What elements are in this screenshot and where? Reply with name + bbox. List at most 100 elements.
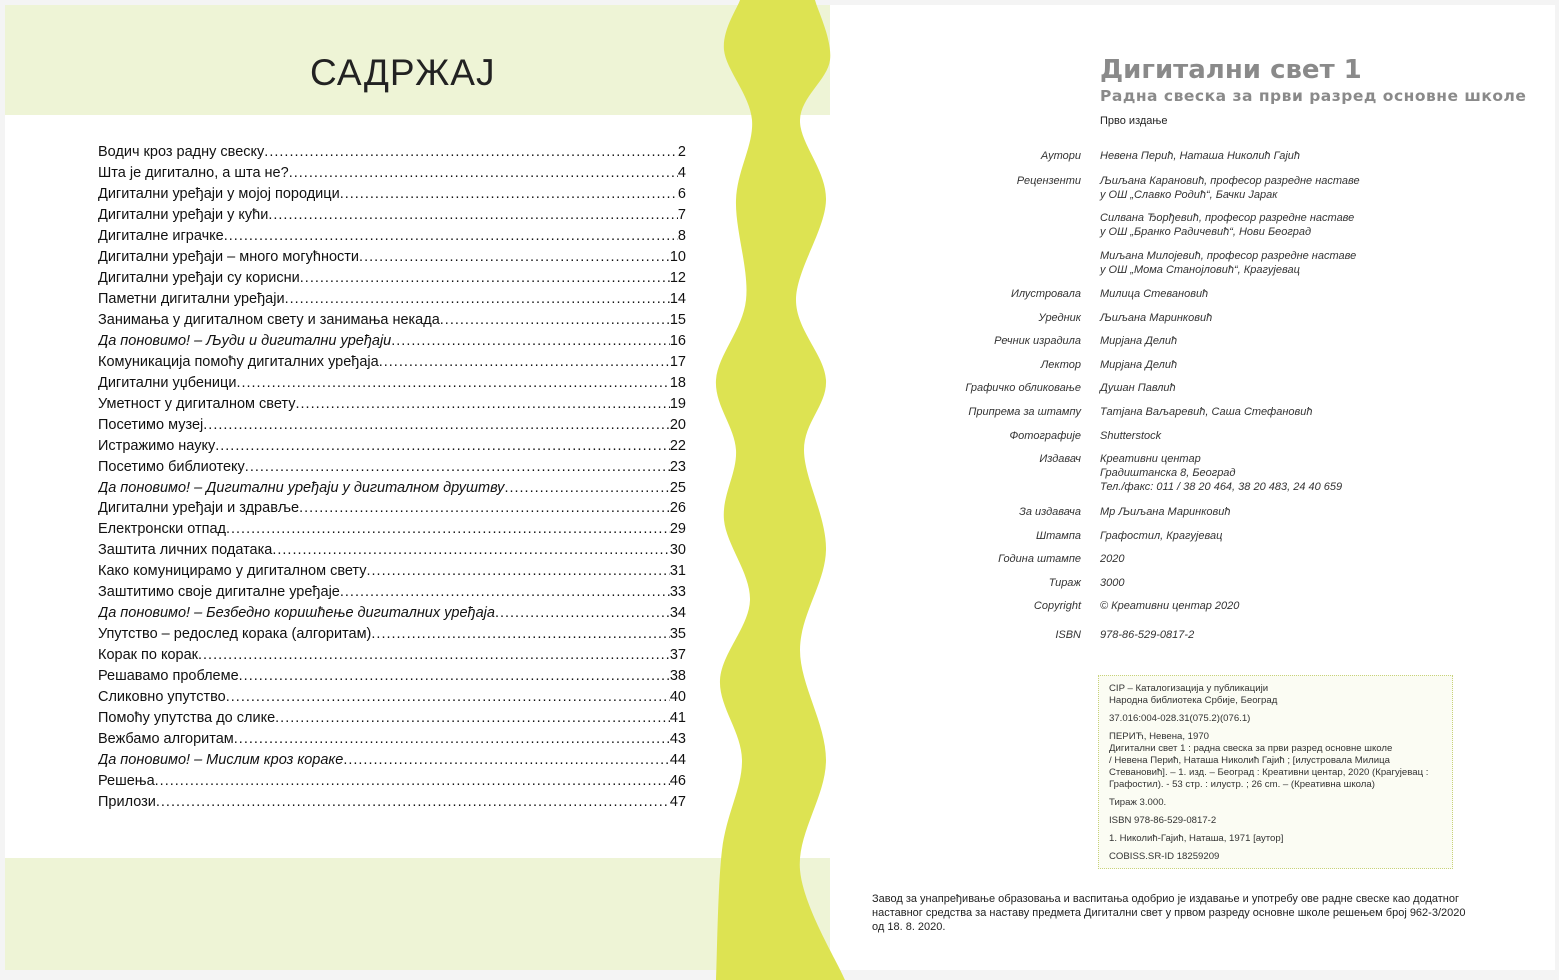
toc-item-page: 18	[669, 374, 686, 391]
toc-item: Прилози 47	[98, 792, 686, 813]
toc-leader-dots	[295, 394, 669, 415]
toc-item-title: Вежбамо алгоритам	[98, 731, 234, 748]
toc-item-title: Да поновимо! – Безбедно коришћење дигита…	[98, 605, 495, 622]
toc-item-title: Да поновимо! – Људи и дигитални уређаји	[98, 332, 392, 349]
toc-item-title: Уметност у дигиталном свету	[98, 395, 296, 412]
toc-item-page: 17	[669, 353, 686, 370]
toc-item-title: Дигитални уређаји у мојој породици	[98, 185, 340, 202]
toc-item-page: 44	[669, 752, 686, 769]
toc-leader-dots	[236, 373, 669, 394]
credit-label: Графичко обликовање	[965, 382, 1081, 394]
toc-leader-dots	[275, 708, 670, 729]
toc-item-page: 29	[669, 521, 686, 538]
credit-label: Припрема за штампу	[968, 406, 1081, 418]
toc-item: Уметност у дигиталном свету 19	[98, 394, 686, 415]
toc-item-title: Водич кроз радну свеску	[98, 144, 265, 160]
toc-item-page: 4	[677, 164, 686, 181]
toc-item-page: 40	[669, 689, 686, 706]
toc-leader-dots	[300, 268, 670, 289]
toc-item-title: Упутство – редослед корака (алгоритам)	[98, 626, 372, 643]
cip-line: 1. Николић-Гајић, Наташа, 1971 [аутор]	[1109, 833, 1284, 844]
credit-label: Фотографије	[1009, 430, 1081, 442]
bottom-band	[5, 858, 835, 970]
credit-value: Мирјана Делић	[1100, 359, 1178, 371]
toc-item: Дигитални уређаји у мојој породици 6	[98, 184, 686, 205]
toc-leader-dots	[272, 540, 670, 561]
toc-item: Комуникација помоћу дигиталних уређаја 17	[98, 352, 686, 373]
toc-item-page: 37	[669, 647, 686, 664]
toc-item-title: Електронски отпад	[98, 521, 226, 538]
toc-item-title: Дигитални уређаји су корисни	[98, 269, 300, 286]
credit-value: Shutterstock	[1100, 430, 1162, 442]
toc-item-title: Прилози	[98, 794, 156, 811]
credit-label: За издавача	[1019, 506, 1081, 518]
toc-leader-dots	[289, 163, 678, 184]
credit-value: Татјана Ваљаревић, Саша Стефановић	[1100, 406, 1313, 418]
toc-leader-dots	[268, 205, 678, 226]
toc-item: Паметни дигитални уређаји 14	[98, 289, 686, 310]
approval-text: Завод за унапређивање образовања и васпи…	[872, 893, 1466, 933]
toc-item: Дигитални уређаји – много могућности 10	[98, 247, 686, 268]
edition: Прво издање	[1100, 115, 1168, 127]
credit-label: Уредник	[1038, 312, 1081, 324]
toc-leader-dots	[440, 310, 670, 331]
toc-leader-dots	[340, 184, 678, 205]
toc-leader-dots	[343, 750, 670, 771]
credit-label: Илустровала	[1010, 288, 1081, 300]
toc-leader-dots	[367, 561, 670, 582]
cip-line: ISBN 978-86-529-0817-2	[1109, 815, 1217, 826]
toc-item-page: 16	[669, 332, 686, 349]
toc-leader-dots	[504, 478, 669, 499]
toc-item-page: 19	[669, 395, 686, 412]
toc-item-title: Заштита личних података	[98, 542, 273, 559]
toc-leader-dots	[299, 498, 670, 519]
toc-item-page: 43	[669, 731, 686, 748]
toc-item: Посетимо библиотеку 23	[98, 457, 686, 478]
toc-item: Дигитални уређаји су корисни 12	[98, 268, 686, 289]
toc-item: Помоћу упутства до слике 41	[98, 708, 686, 729]
toc-item-title: Да поновимо! – Дигитални уређаји у дигит…	[98, 479, 505, 496]
book-title: Дигитални свет 1	[1100, 55, 1362, 85]
toc-item-page: 2	[677, 144, 686, 160]
toc-item: Дигитални уређаји у кући 7	[98, 205, 686, 226]
toc-item: Да поновимо! – Мислим кроз кораке 44	[98, 750, 686, 771]
toc-item-page: 22	[669, 437, 686, 454]
toc-item-page: 41	[669, 710, 686, 727]
cip-line: ПЕРИЋ, Невена, 1970 Дигитални свет 1 : р…	[1109, 731, 1429, 790]
toc-leader-dots	[239, 666, 670, 687]
book-subtitle: Радна свеска за први разред основне школ…	[1100, 87, 1527, 105]
toc-leader-dots	[379, 352, 670, 373]
credit-value: 978-86-529-0817-2	[1100, 629, 1195, 641]
toc-item-title: Дигиталне играчке	[98, 227, 224, 244]
credit-value: Мирјана Делић	[1100, 335, 1178, 347]
toc-title: САДРЖАЈ	[310, 52, 496, 93]
toc-item: Шта је дигитално, а шта не? 4	[98, 163, 686, 184]
toc-leader-dots	[226, 519, 670, 540]
toc-item: Решења 46	[98, 771, 686, 792]
toc-item: Да поновимо! – Људи и дигитални уређаји 1…	[98, 331, 686, 352]
toc-item-page: 23	[669, 458, 686, 475]
toc-item-title: Комуникација помоћу дигиталних уређаја	[98, 353, 379, 370]
credit-label: Рецензенти	[1016, 175, 1081, 187]
toc-item-page: 15	[669, 311, 686, 328]
toc-item: Истражимо науку 22	[98, 436, 686, 457]
toc-item-title: Посетимо музеј	[98, 416, 204, 433]
toc-leader-dots	[203, 415, 670, 436]
toc-item-title: Да поновимо! – Мислим кроз кораке	[98, 752, 344, 769]
toc-leader-dots	[155, 771, 670, 792]
toc-item-title: Заштитимо своје дигиталне уређаје	[98, 584, 340, 601]
toc-item-page: 14	[669, 290, 686, 307]
credit-value: Мр Љиљана Маринковић	[1100, 506, 1231, 518]
toc-item: Заштитимо своје дигиталне уређаје 33	[98, 582, 686, 603]
toc-item-page: 38	[669, 668, 686, 685]
top-band	[5, 5, 835, 115]
toc-leader-dots	[156, 792, 670, 813]
toc-item-title: Дигитални уређаји и здравље	[98, 500, 300, 517]
credit-value: © Креативни центар 2020	[1100, 600, 1240, 612]
toc-item-title: Шта је дигитално, а шта не?	[98, 164, 289, 181]
toc-item-page: 31	[669, 563, 686, 580]
credit-value: Невена Перић, Наташа Николић Гајић	[1100, 150, 1301, 162]
credit-label: Лектор	[1040, 359, 1081, 371]
wave-shape	[715, 0, 845, 980]
